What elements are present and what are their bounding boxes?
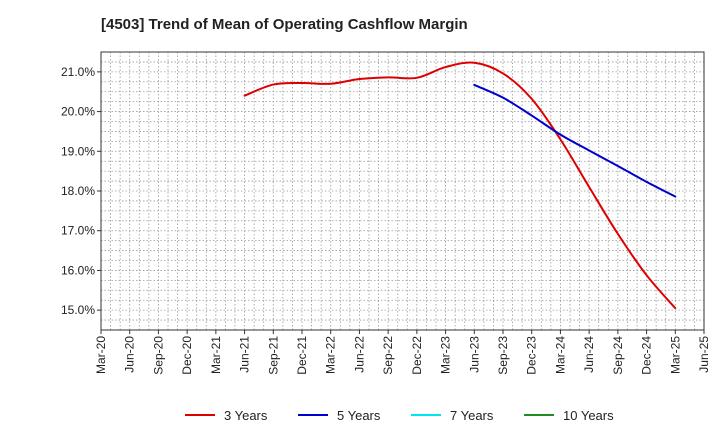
x-tick-label: Mar-22 [324,336,338,374]
x-tick-label: Sep-23 [496,336,510,375]
data-point-5-years [501,95,505,99]
data-point-3-years [530,97,534,101]
x-tick-label: Dec-24 [640,336,654,375]
data-point-5-years [472,83,476,87]
data-point-5-years [587,148,591,152]
data-point-3-years [242,93,246,97]
data-point-3-years [386,75,390,79]
legend-label-7-years: 7 Years [450,408,494,423]
y-tick-label: 17.0% [61,224,95,238]
data-point-5-years [558,132,562,136]
x-tick-label: Dec-21 [295,336,309,375]
x-tick-label: Jun-25 [697,336,711,373]
x-tick-label: Mar-23 [439,336,453,374]
legend-label-5-years: 5 Years [337,408,381,423]
series-line-3-years [243,61,677,310]
data-point-3-years [644,273,648,277]
x-tick-label: Sep-20 [151,336,165,375]
x-tick-label: Sep-21 [266,336,280,375]
legend-label-10-years: 10 Years [563,408,614,423]
legend-label-3-years: 3 Years [224,408,268,423]
x-tick-label: Dec-20 [180,336,194,375]
x-tick-label: Jun-21 [238,336,252,373]
x-tick-label: Mar-24 [553,336,567,374]
x-tick-label: Jun-24 [582,336,596,373]
x-tick-label: Sep-22 [381,336,395,375]
x-tick-label: Jun-22 [352,336,366,373]
chart-title: [4503] Trend of Mean of Operating Cashfl… [101,16,468,33]
y-tick-label: 21.0% [61,65,95,79]
y-tick-label: 18.0% [61,184,95,198]
data-point-3-years [443,65,447,69]
data-point-3-years [472,61,476,65]
x-tick-label: Mar-21 [209,336,223,374]
x-tick-label: Dec-23 [525,336,539,375]
x-tick-label: Jun-20 [123,336,137,373]
y-tick-label: 19.0% [61,144,95,158]
x-tick-label: Jun-23 [467,336,481,373]
data-point-5-years [673,194,677,198]
series-line-5-years [473,83,677,198]
data-point-3-years [415,76,419,80]
y-tick-label: 16.0% [61,263,95,277]
data-point-3-years [329,82,333,86]
y-tick-label: 20.0% [61,105,95,119]
y-tick-label: 15.0% [61,303,95,317]
data-point-5-years [530,113,534,117]
data-point-3-years [558,137,562,141]
data-point-3-years [271,82,275,86]
data-point-3-years [673,306,677,310]
data-point-3-years [300,81,304,85]
data-point-5-years [616,164,620,168]
x-tick-label: Mar-25 [668,336,682,374]
x-tick-label: Mar-20 [94,336,108,374]
data-point-3-years [587,185,591,189]
data-point-3-years [357,77,361,81]
data-point-3-years [616,232,620,236]
x-tick-label: Sep-24 [611,336,625,375]
data-point-3-years [501,71,505,75]
x-tick-label: Dec-22 [410,336,424,375]
data-point-5-years [644,180,648,184]
